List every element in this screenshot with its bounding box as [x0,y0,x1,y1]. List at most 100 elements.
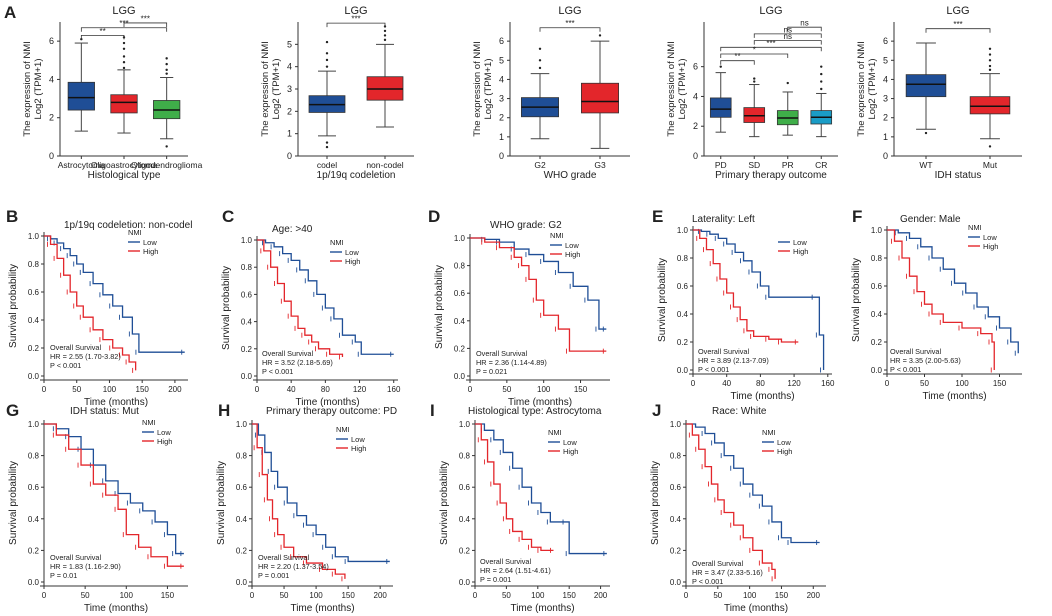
stat-line-1: Overall Survival [890,347,941,356]
outlier-point [924,131,928,135]
chart-panel-e: E Laterality: Left 0.0 0.2 0.4 0.6 0.8 1.0 0 40 80… [652,207,835,402]
y-tick-label: 6 [693,62,698,72]
stat-line-1: Overall Survival [50,553,101,562]
y-tick-label: 1 [883,132,888,142]
x-axis-label: Time (months) [84,603,148,614]
outlier-point [383,38,387,42]
y-tick-label: 1.0 [670,420,682,429]
outlier-point [325,40,329,44]
y-tick-label: 3 [287,84,292,94]
legend-label-high: High [777,447,792,456]
y-tick-label: 0.2 [28,344,40,353]
box-wt [905,74,947,98]
chart-title: Histological type: Astrocytoma [468,406,602,417]
km-curve-low [257,239,394,355]
x-tick-label: codel [317,160,337,170]
y-tick-label: 4 [287,62,292,72]
x-tick-label: 100 [120,591,134,600]
outlier-point [820,80,823,83]
chart-box-primary-therapy-outcome: LGG 0 2 4 6 The expression of NMI Log2 (TPM+1)… [666,5,838,181]
chart-title: LGG [344,5,367,17]
legend-title: NMI [550,231,564,240]
panel-letter: I [430,401,435,420]
x-tick-label: 200 [807,591,821,600]
outlier-point [988,47,992,50]
chart-panel-h: H Primary therapy outcome: PD 0.0 0.2 0.4 0.6… [216,401,397,614]
y-tick-label: 0.6 [236,483,248,492]
y-axis-label-unit: Log2 (TPM+1) [677,59,688,120]
km-curve-high [44,423,184,567]
y-tick-label: 0.0 [28,372,40,381]
panel-letter-a: A [4,3,16,22]
y-tick-label: 0.0 [236,578,248,587]
y-axis-label: Survival probability [851,258,862,342]
y-axis-label-unit: Log2 (TPM+1) [33,59,44,120]
outlier-point [325,145,329,149]
chart-panel-d: D WHO grade: G2 0.0 0.2 0.4 0.6 0.8 1.0 0 50 100 15… [428,207,610,408]
chart-box-histological-type: LGG 0 2 4 6 The expression of NMI Log2 (TPM+1)… [22,5,203,181]
x-tick-label: 50 [502,385,511,394]
y-tick-label: 1 [499,132,504,142]
y-tick-label: 0.4 [236,515,248,524]
y-axis-label: The expression of NMI [472,41,483,137]
y-tick-label: 0.8 [241,263,253,272]
x-tick-label: non-codel [366,160,403,170]
y-tick-label: 0.6 [670,483,682,492]
y-tick-label: 2 [287,106,292,116]
stat-line-3: P < 0.001 [692,577,723,586]
y-tick-label: 2 [499,113,504,123]
outlier-point [753,80,756,83]
chart-title: 1p/19q codeletion: non-codel [64,220,192,231]
y-tick-label: 5 [883,55,888,65]
x-tick-label: Oligoastrocytoma [91,160,157,170]
y-axis-label: The expression of NMI [22,41,33,137]
x-tick-label: 120 [787,379,801,388]
km-curve-high [44,235,137,371]
km-curve-low [44,235,185,353]
significance-label: *** [141,14,150,23]
x-tick-label: 150 [161,591,175,600]
stat-line-1: Overall Survival [258,553,309,562]
y-tick-label: 2 [693,121,698,131]
km-curve-high [475,423,554,552]
legend-label-high: High [351,444,366,453]
outlier-point [786,81,789,85]
stat-line-3: P = 0.001 [480,575,511,584]
x-tick-label: 150 [574,385,588,394]
y-tick-label: 0.0 [459,578,471,587]
outlier-point [165,72,168,75]
x-tick-label: 100 [955,379,969,388]
y-tick-label: 0.0 [871,366,883,375]
panel-letter: C [222,207,234,226]
y-tick-label: 0.6 [241,290,253,299]
outlier-point [165,62,168,66]
x-axis-label: Time (months) [84,397,148,408]
x-axis-label: Histological type [88,170,161,181]
x-tick-label: WT [919,160,932,170]
chart-title: Race: White [712,406,767,417]
outlier-point [122,47,126,50]
x-tick-label: 40 [722,379,731,388]
chart-title: IDH status: Mut [70,406,139,417]
chart-title: LGG [558,5,581,17]
y-tick-label: 2 [883,113,888,123]
legend-label-low: Low [143,238,157,247]
outlier-point [820,72,823,76]
x-tick-label: G2 [534,160,546,170]
x-tick-label: 0 [684,591,689,600]
km-curve-high [257,239,344,357]
km-curve-low [475,423,607,555]
y-tick-label: 0.4 [871,310,883,319]
chart-title: LGG [759,5,782,17]
legend-label-low: Low [157,428,171,437]
significance-label: *** [565,19,574,28]
panel-letter: B [6,207,18,226]
y-tick-label: 0.0 [454,372,466,381]
y-tick-label: 0.4 [670,515,682,524]
chart-title: Age: >40 [272,224,313,235]
y-tick-label: 4 [49,74,54,84]
outlier-point [538,47,542,50]
stat-line-2: HR = 3.35 (2.00-5.63) [890,356,961,365]
legend-title: NMI [128,228,142,237]
x-axis-label: Time (months) [724,603,788,614]
